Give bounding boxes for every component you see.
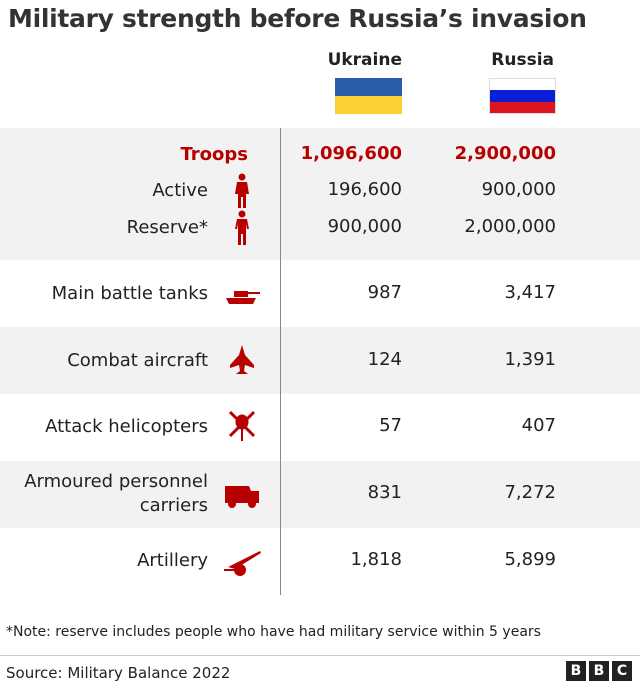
row-label: Main battle tanks (51, 283, 208, 304)
ukraine-value: 987 (367, 282, 402, 303)
soldier-icon (222, 173, 262, 209)
col-russia: Russia (491, 50, 554, 70)
row-label: Reserve* (126, 217, 208, 238)
russia-value: 407 (521, 415, 556, 436)
divider (280, 128, 281, 595)
row-label: Attack helicopters (45, 416, 208, 437)
col-ukraine: Ukraine (327, 50, 402, 70)
russia-flag (489, 78, 556, 114)
russia-value: 2,000,000 (464, 216, 556, 237)
russia-value: 900,000 (481, 179, 556, 200)
ukraine-value: 900,000 (327, 216, 402, 237)
ukraine-value: 831 (367, 482, 402, 503)
row-label: Armoured personnel carriers (24, 471, 208, 516)
row-label: Artillery (137, 550, 208, 571)
jet-icon (222, 343, 262, 379)
ukraine-flag (335, 78, 402, 114)
row-band (0, 128, 640, 260)
russia-value: 3,417 (504, 282, 556, 303)
apc-icon (222, 476, 262, 512)
russia-value: 2,900,000 (454, 143, 556, 164)
divider (0, 655, 640, 656)
artillery-icon (222, 543, 262, 579)
ukraine-value: 124 (367, 349, 402, 370)
ukraine-value: 1,818 (350, 549, 402, 570)
helicopter-icon (222, 409, 262, 445)
person-icon (222, 210, 262, 246)
row-label: Troops (180, 144, 248, 165)
russia-value: 1,391 (504, 349, 556, 370)
ukraine-value: 196,600 (327, 179, 402, 200)
tank-icon (222, 276, 262, 312)
ukraine-value: 57 (379, 415, 402, 436)
russia-value: 5,899 (504, 549, 556, 570)
ukraine-value: 1,096,600 (300, 143, 402, 164)
row-band (0, 327, 640, 394)
row-label: Combat aircraft (67, 350, 208, 371)
row-band (0, 461, 640, 528)
chart-title: Military strength before Russia’s invasi… (8, 4, 587, 33)
source: Source: Military Balance 2022 (6, 664, 231, 682)
row-label: Active (152, 180, 208, 201)
footnote: *Note: reserve includes people who have … (6, 624, 541, 640)
russia-value: 7,272 (504, 482, 556, 503)
